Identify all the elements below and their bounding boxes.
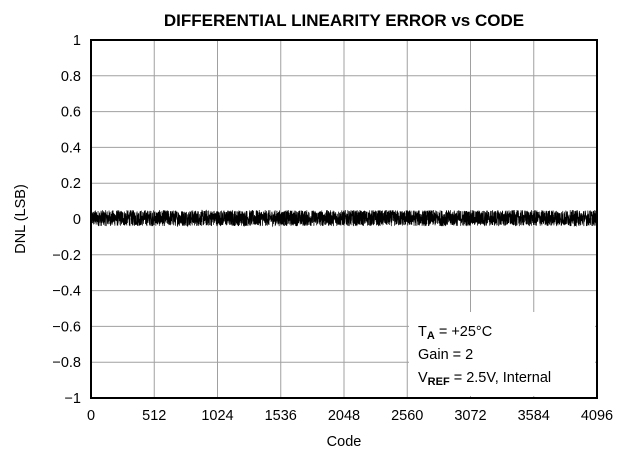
- dnl-series: [90, 209, 598, 228]
- y-tick-label: 0.2: [61, 176, 81, 192]
- x-tick-label: 2560: [391, 408, 423, 424]
- y-axis-label: DNL (LSB): [13, 184, 29, 254]
- x-tick-label: 4096: [581, 408, 613, 424]
- x-tick-label: 512: [142, 408, 166, 424]
- x-tick-label: 1024: [201, 408, 233, 424]
- x-tick-labels: 0 512 1024 1536 2048 2560 3072 3584 4096: [87, 408, 613, 424]
- y-tick-label: 0.4: [61, 140, 81, 156]
- plot-area-frame: [90, 39, 598, 399]
- y-tick-label: −0.8: [52, 355, 81, 371]
- y-tick-label: 0: [73, 212, 81, 228]
- annotation-temperature: TA = +25°C: [418, 324, 492, 342]
- annotation-background: [409, 312, 595, 396]
- y-tick-label: 1: [73, 33, 81, 49]
- x-tick-label: 3584: [518, 408, 550, 424]
- y-tick-label: −0.4: [52, 284, 81, 300]
- y-tick-label: −0.6: [52, 319, 81, 335]
- x-tick-label: 2048: [328, 408, 360, 424]
- annotation-vref: VREF = 2.5V, Internal: [418, 370, 551, 388]
- x-tick-label: 1536: [265, 408, 297, 424]
- x-tick-label: 3072: [454, 408, 486, 424]
- annotation-gain: Gain = 2: [418, 347, 473, 363]
- y-tick-label: 0.8: [61, 69, 81, 85]
- x-tick-label: 0: [87, 408, 95, 424]
- y-tick-label: −1: [64, 391, 81, 407]
- conditions-annotation: TA = +25°C Gain = 2 VREF = 2.5V, Interna…: [409, 312, 595, 396]
- chart-title: DIFFERENTIAL LINEARITY ERROR vs CODE: [164, 11, 524, 30]
- y-tick-labels: 1 0.8 0.6 0.4 0.2 0 −0.2 −0.4 −0.6 −0.8 −1: [52, 33, 81, 407]
- x-axis-label: Code: [327, 434, 362, 450]
- y-tick-label: −0.2: [52, 248, 81, 264]
- y-tick-label: 0.6: [61, 105, 81, 121]
- dnl-trace: [90, 209, 598, 228]
